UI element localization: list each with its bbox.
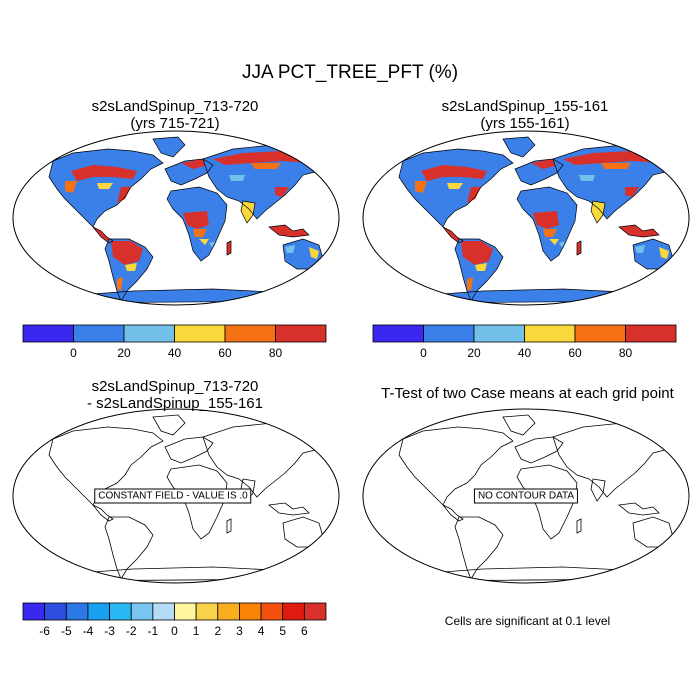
colorbar-swatch bbox=[217, 602, 240, 621]
figure-title: JJA PCT_TREE_PFT (%) bbox=[241, 62, 459, 83]
map-bottom-right bbox=[362, 408, 690, 584]
colorbar-tick-label: -1 bbox=[147, 624, 159, 638]
panel-title-line2: (yrs 715-721) bbox=[130, 115, 220, 132]
colorbar-tick-label: 3 bbox=[236, 624, 243, 638]
colorbar-tick-label: -3 bbox=[104, 624, 115, 638]
map-top-left bbox=[12, 130, 340, 306]
colorbar-top-left bbox=[22, 324, 327, 343]
colorbar-swatch bbox=[275, 324, 327, 343]
colorbar-swatch bbox=[22, 324, 74, 343]
colorbar-tick-label: 0 bbox=[171, 624, 178, 638]
colorbar-swatch bbox=[473, 324, 525, 343]
panel-title-line1: s2sLandSpinup_713-720 bbox=[91, 378, 259, 395]
colorbar-tick-label: 0 bbox=[70, 346, 77, 360]
colorbar-swatch bbox=[73, 324, 125, 343]
colorbar-tick-label: 1 bbox=[192, 624, 200, 638]
colorbar-swatch bbox=[152, 602, 175, 621]
colorbar-swatch bbox=[574, 324, 626, 343]
colorbar-tick-label: 2 bbox=[214, 624, 222, 638]
colorbar-swatch bbox=[65, 602, 89, 621]
colorbar-tick-label: 60 bbox=[218, 346, 232, 360]
colorbar-tick-label: 4 bbox=[257, 624, 265, 638]
colorbar-tick-label: 80 bbox=[618, 346, 633, 360]
panel-title-line1: s2sLandSpinup_155-161 bbox=[441, 98, 609, 115]
colorbar-swatch bbox=[372, 324, 424, 343]
colorbar-labels-top-left: 0 20 40 60 80 bbox=[0, 346, 350, 362]
map-bottom-left bbox=[12, 408, 340, 584]
no-contour-note: NO CONTOUR DATA bbox=[473, 488, 579, 504]
colorbar-tick-label: -5 bbox=[60, 624, 72, 638]
panel-title-line2: (yrs 155-161) bbox=[480, 115, 570, 132]
panel-title-bottom-left: s2sLandSpinup_713-720 - s2sLandSpinup_15… bbox=[0, 378, 350, 412]
colorbar-tick-label: 6 bbox=[301, 624, 308, 638]
panel-title-bottom-right: T-Test of two Case means at each grid po… bbox=[381, 385, 674, 402]
colorbar-swatch bbox=[195, 602, 219, 621]
colorbar-swatch bbox=[282, 602, 305, 621]
significance-text: Cells are significant at 0.1 level bbox=[444, 614, 611, 628]
colorbar-swatch bbox=[130, 602, 154, 621]
colorbar-swatch bbox=[174, 324, 226, 343]
colorbar-swatch bbox=[239, 602, 262, 621]
colorbar-tick-label: 20 bbox=[467, 346, 481, 360]
colorbar-swatch bbox=[303, 602, 327, 621]
colorbar-swatch bbox=[22, 602, 46, 621]
colorbar-tick-label: 80 bbox=[268, 346, 283, 360]
panel-title-line2: - s2sLandSpinup_155-161 bbox=[87, 395, 263, 412]
colorbar-labels-top-right: 0 20 40 60 80 bbox=[0, 346, 700, 362]
colorbar-swatch bbox=[625, 324, 677, 343]
colorbar-tick-label: 0 bbox=[420, 346, 427, 360]
colorbar-tick-label: -4 bbox=[82, 624, 94, 638]
colorbar-labels-bottom-left: -6 -5 -4 -3 -2 -1 0 1 2 3 4 5 6 bbox=[0, 624, 350, 640]
panel-title-line1: s2sLandSpinup_713-720 bbox=[91, 98, 259, 115]
colorbar-tick-label: 40 bbox=[517, 346, 532, 360]
constant-field-note: CONSTANT FIELD - VALUE IS .0 bbox=[94, 488, 252, 504]
colorbar-tick-label: 20 bbox=[117, 346, 131, 360]
colorbar-swatch bbox=[224, 324, 276, 343]
colorbar-swatch bbox=[123, 324, 175, 343]
colorbar-tick-label: 5 bbox=[279, 624, 287, 638]
panel-title-top-right: s2sLandSpinup_155-161 (yrs 155-161) bbox=[350, 98, 700, 132]
colorbar-swatch bbox=[524, 324, 576, 343]
colorbar-tick-label: -2 bbox=[125, 624, 137, 638]
colorbar-swatch bbox=[87, 602, 110, 621]
colorbar-swatch bbox=[174, 602, 197, 621]
colorbar-tick-label: 40 bbox=[167, 346, 182, 360]
colorbar-tick-label: -6 bbox=[39, 624, 50, 638]
panel-title-top-left: s2sLandSpinup_713-720 (yrs 715-721) bbox=[0, 98, 350, 132]
colorbar-tick-label: 60 bbox=[568, 346, 582, 360]
colorbar-top-right bbox=[372, 324, 677, 343]
map-top-right bbox=[362, 130, 690, 306]
colorbar-swatch bbox=[109, 602, 132, 621]
colorbar-swatch bbox=[260, 602, 284, 621]
colorbar-bottom-left bbox=[22, 602, 327, 621]
colorbar-swatch bbox=[423, 324, 475, 343]
colorbar-swatch bbox=[44, 602, 67, 621]
